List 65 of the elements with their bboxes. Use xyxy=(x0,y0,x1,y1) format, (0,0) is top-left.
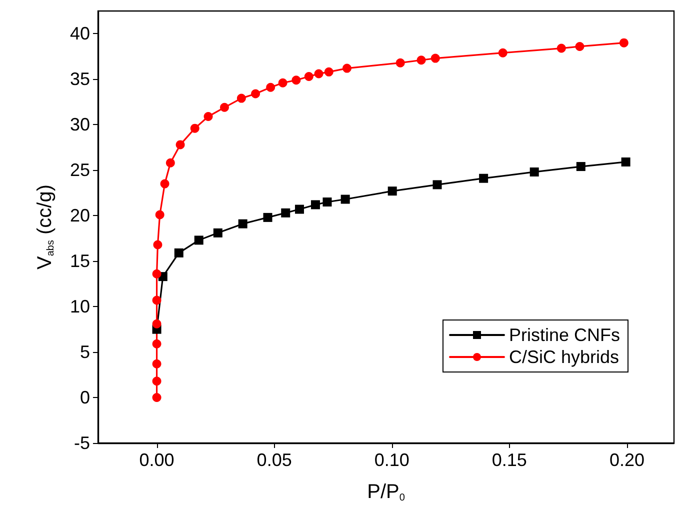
x-tick-label: 0.10 xyxy=(374,450,410,470)
x-tick-label: 0.00 xyxy=(139,450,174,470)
point xyxy=(194,236,204,245)
point xyxy=(155,210,164,220)
point xyxy=(213,228,222,238)
point xyxy=(152,296,162,305)
point xyxy=(152,376,162,386)
point xyxy=(220,102,229,112)
point xyxy=(251,89,260,98)
point xyxy=(576,162,586,172)
point xyxy=(498,48,508,58)
y-tick-label: 35 xyxy=(70,69,90,90)
point xyxy=(174,248,184,258)
point xyxy=(621,157,630,166)
point xyxy=(310,200,320,210)
point xyxy=(340,194,350,204)
point xyxy=(619,38,628,48)
y-tick-label: 0 xyxy=(80,388,90,408)
point xyxy=(342,64,352,73)
point xyxy=(190,124,200,133)
point xyxy=(236,94,246,103)
point xyxy=(388,186,397,196)
y-tick-label: 40 xyxy=(70,24,90,44)
legend-label: C/SiC hybrids xyxy=(508,347,620,367)
point xyxy=(153,240,162,250)
y-tick-label: 25 xyxy=(70,160,90,180)
point xyxy=(152,319,162,328)
point xyxy=(292,76,301,85)
point xyxy=(322,197,332,206)
y-tick-label: 15 xyxy=(70,251,90,272)
point xyxy=(530,167,539,176)
point xyxy=(263,212,272,222)
point xyxy=(556,44,566,53)
point xyxy=(204,112,213,121)
point xyxy=(176,140,185,150)
y-tick-label: 20 xyxy=(70,206,90,226)
x-tick-label: 0.15 xyxy=(492,450,527,470)
point xyxy=(575,42,584,51)
y-tick-label: 10 xyxy=(70,296,90,317)
point xyxy=(266,82,276,92)
point xyxy=(278,78,288,88)
x-tick-label: 0.05 xyxy=(256,450,292,470)
point xyxy=(152,393,162,402)
point xyxy=(281,208,290,218)
y-tick-label: -5 xyxy=(74,433,90,453)
point xyxy=(166,158,175,168)
point xyxy=(479,174,488,183)
point xyxy=(238,219,248,228)
point xyxy=(152,359,162,368)
point xyxy=(324,67,334,76)
y-tick-label: 5 xyxy=(80,342,90,362)
legend-label: Pristine CNFs xyxy=(508,325,620,345)
point xyxy=(160,179,170,188)
point xyxy=(294,204,304,214)
point xyxy=(396,58,405,68)
point xyxy=(432,180,442,190)
point xyxy=(304,72,314,81)
y-axis-title: Vabs (cc/g) xyxy=(34,184,56,270)
point xyxy=(152,269,162,278)
x-tick-label: 0.20 xyxy=(609,450,645,470)
point xyxy=(314,69,324,78)
point xyxy=(416,56,426,65)
point xyxy=(430,54,440,63)
point xyxy=(152,339,162,348)
y-tick-label: 30 xyxy=(70,114,90,135)
